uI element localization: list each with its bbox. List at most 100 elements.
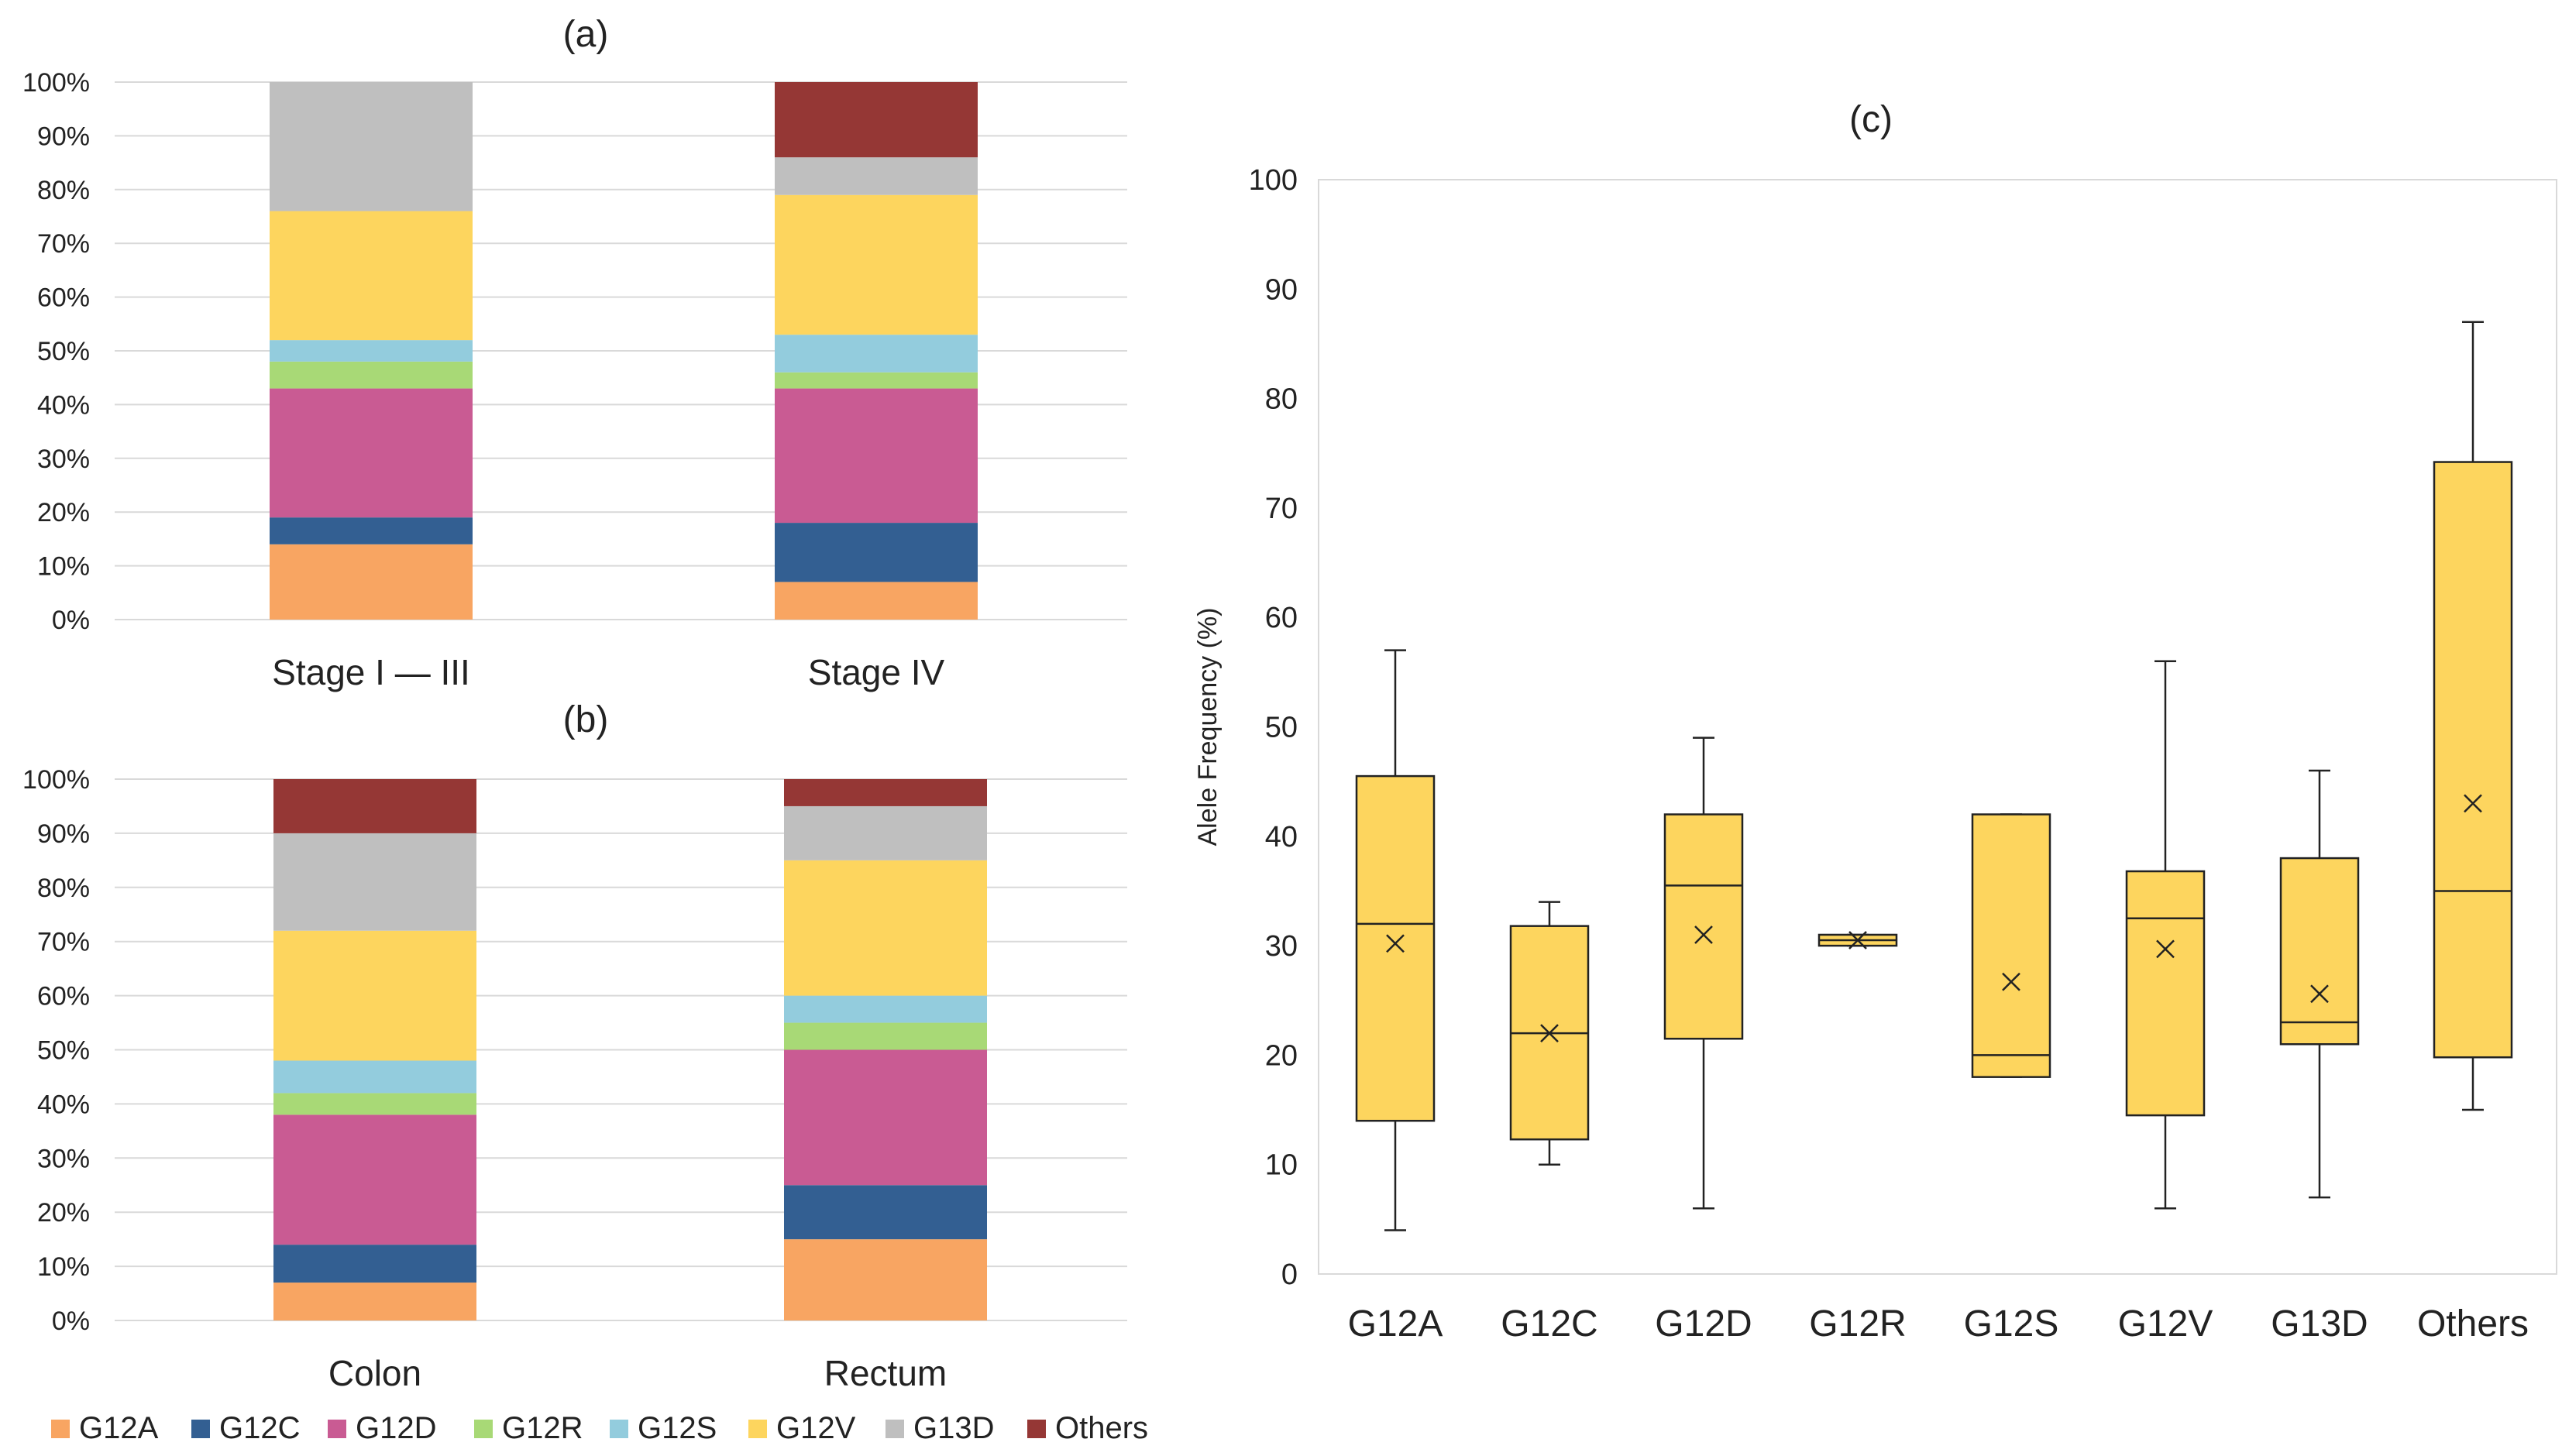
panel-a-stacked-bar-chart: (a) 0% 10% 20% 30% 40% 50% 60% 70% 80% 90% 100% Stag… [22, 14, 1127, 692]
x-category-label: Stage I — III [272, 652, 470, 692]
y-tick-label: 60% [37, 982, 90, 1011]
bar-segment-g12r [273, 1093, 476, 1115]
x-category-label: G12V [2118, 1303, 2213, 1344]
x-category-label: G12R [1809, 1303, 1906, 1344]
legend-swatch-g12r [474, 1420, 493, 1438]
bar-segment-g13d [784, 805, 987, 860]
bar-segment-g12c [273, 1245, 476, 1283]
legend-label-g12v: G12V [776, 1411, 856, 1445]
bar-segment-g13d [270, 82, 473, 211]
mean-marker [2310, 984, 2329, 1004]
bar-segment-g12d [273, 1114, 476, 1245]
bar-segment-g12c [270, 517, 473, 544]
panel-b-stacked-bar-chart: (b) 0% 10% 20% 30% 40% 50% 60% 70% 80% 90% 100% Colo… [22, 699, 1127, 1393]
box-g13d [2279, 857, 2360, 1046]
box-others [2433, 461, 2513, 1059]
y-tick-label: 80 [1265, 383, 1298, 416]
x-category-label: G13D [2271, 1303, 2368, 1344]
y-tick-label: 40 [1265, 821, 1298, 853]
bar-segment-g12c [784, 1185, 987, 1240]
x-category-label: Stage IV [808, 652, 945, 692]
y-tick-label: 100% [22, 68, 90, 98]
plot-area [1318, 179, 2557, 1275]
y-tick-label: 60 [1265, 602, 1298, 634]
bar-segment-g12r [270, 361, 473, 389]
y-tick-label: 70% [37, 229, 90, 259]
y-tick-label: 90% [37, 819, 90, 849]
bar-segment-g12d [784, 1049, 987, 1186]
bar-segment-others [273, 779, 476, 833]
bar-segment-g12a [270, 544, 473, 620]
mean-marker [2002, 972, 2020, 991]
bar-segment-g12c [775, 523, 978, 582]
y-tick-label: 0% [52, 606, 90, 635]
bar-segment-g12d [775, 388, 978, 524]
chart-title: (b) [563, 699, 609, 740]
y-tick-label: 20% [37, 1198, 90, 1228]
legend-label-g12s: G12S [638, 1411, 717, 1445]
y-tick-label: 100% [22, 765, 90, 795]
box-g12v [2125, 870, 2206, 1117]
bar-segment-others [784, 779, 987, 806]
series-legend: G12A G12C G12D G12R G12S G12V G13D Others [51, 1411, 1148, 1445]
box-g12s [1971, 813, 2051, 1078]
bar-segment-g12v [775, 194, 978, 335]
y-tick-label: 80% [37, 874, 90, 903]
legend-label-g12d: G12D [356, 1411, 437, 1445]
y-tick-label: 100 [1249, 164, 1298, 197]
y-tick-label: 40% [37, 1090, 90, 1119]
y-tick-label: 50% [37, 337, 90, 366]
y-tick-label: 30% [37, 1144, 90, 1173]
chart-title: (a) [563, 14, 609, 55]
y-tick-label: 0% [52, 1307, 90, 1336]
chart-title: (c) [1849, 99, 1893, 140]
y-tick-label: 30% [37, 445, 90, 474]
legend-swatch-g13d [886, 1420, 904, 1438]
bar-segment-g12a [775, 582, 978, 620]
x-category-label: G12D [1655, 1303, 1752, 1344]
x-category-label: Others [2417, 1303, 2529, 1344]
mean-marker [1386, 934, 1405, 953]
bar-segment-g12v [273, 930, 476, 1061]
bar-segment-others [775, 82, 978, 158]
box-g12d [1663, 813, 1744, 1040]
x-category-label: Colon [328, 1353, 421, 1393]
legend-swatch-g12d [328, 1420, 346, 1438]
mean-marker [2464, 794, 2482, 813]
legend-label-g13d: G13D [913, 1411, 995, 1445]
mean-marker [1848, 931, 1867, 949]
legend-swatch-g12a [51, 1420, 70, 1438]
y-tick-label: 70% [37, 928, 90, 957]
y-tick-label: 70 [1265, 493, 1298, 525]
legend-label-others: Others [1055, 1411, 1148, 1445]
legend-swatch-others [1027, 1420, 1046, 1438]
legend-label-g12r: G12R [502, 1411, 583, 1445]
y-tick-label: 90% [37, 122, 90, 151]
mean-marker [1540, 1024, 1559, 1043]
y-tick-label: 50 [1265, 712, 1298, 744]
bar-segment-g13d [775, 157, 978, 195]
panel-c-box-plot: (c) 0 10 20 30 40 50 60 70 80 90 100 Alele Frequency… [1193, 99, 2557, 1344]
y-tick-label: 10% [37, 1252, 90, 1282]
y-tick-label: 10% [37, 552, 90, 582]
bar-segment-g12s [775, 335, 978, 373]
y-tick-label: 80% [37, 176, 90, 205]
bar-segment-g12s [270, 340, 473, 362]
y-axis-title: Alele Frequency (%) [1193, 607, 1223, 846]
y-tick-label: 30 [1265, 930, 1298, 963]
y-tick-label: 20 [1265, 1039, 1298, 1072]
x-category-label: G12A [1348, 1303, 1443, 1344]
y-tick-label: 60% [37, 283, 90, 313]
box-g12a [1355, 774, 1436, 1122]
y-tick-label: 20% [37, 498, 90, 527]
bar-segment-g13d [273, 833, 476, 931]
bar-segment-g12r [784, 1022, 987, 1050]
y-tick-label: 90 [1265, 273, 1298, 306]
legend-swatch-g12s [610, 1420, 628, 1438]
y-tick-label: 40% [37, 390, 90, 420]
bar-segment-g12v [270, 211, 473, 341]
bar-segment-g12a [784, 1239, 987, 1320]
x-category-label: G12S [1964, 1303, 2059, 1344]
x-category-label: Rectum [824, 1353, 947, 1393]
